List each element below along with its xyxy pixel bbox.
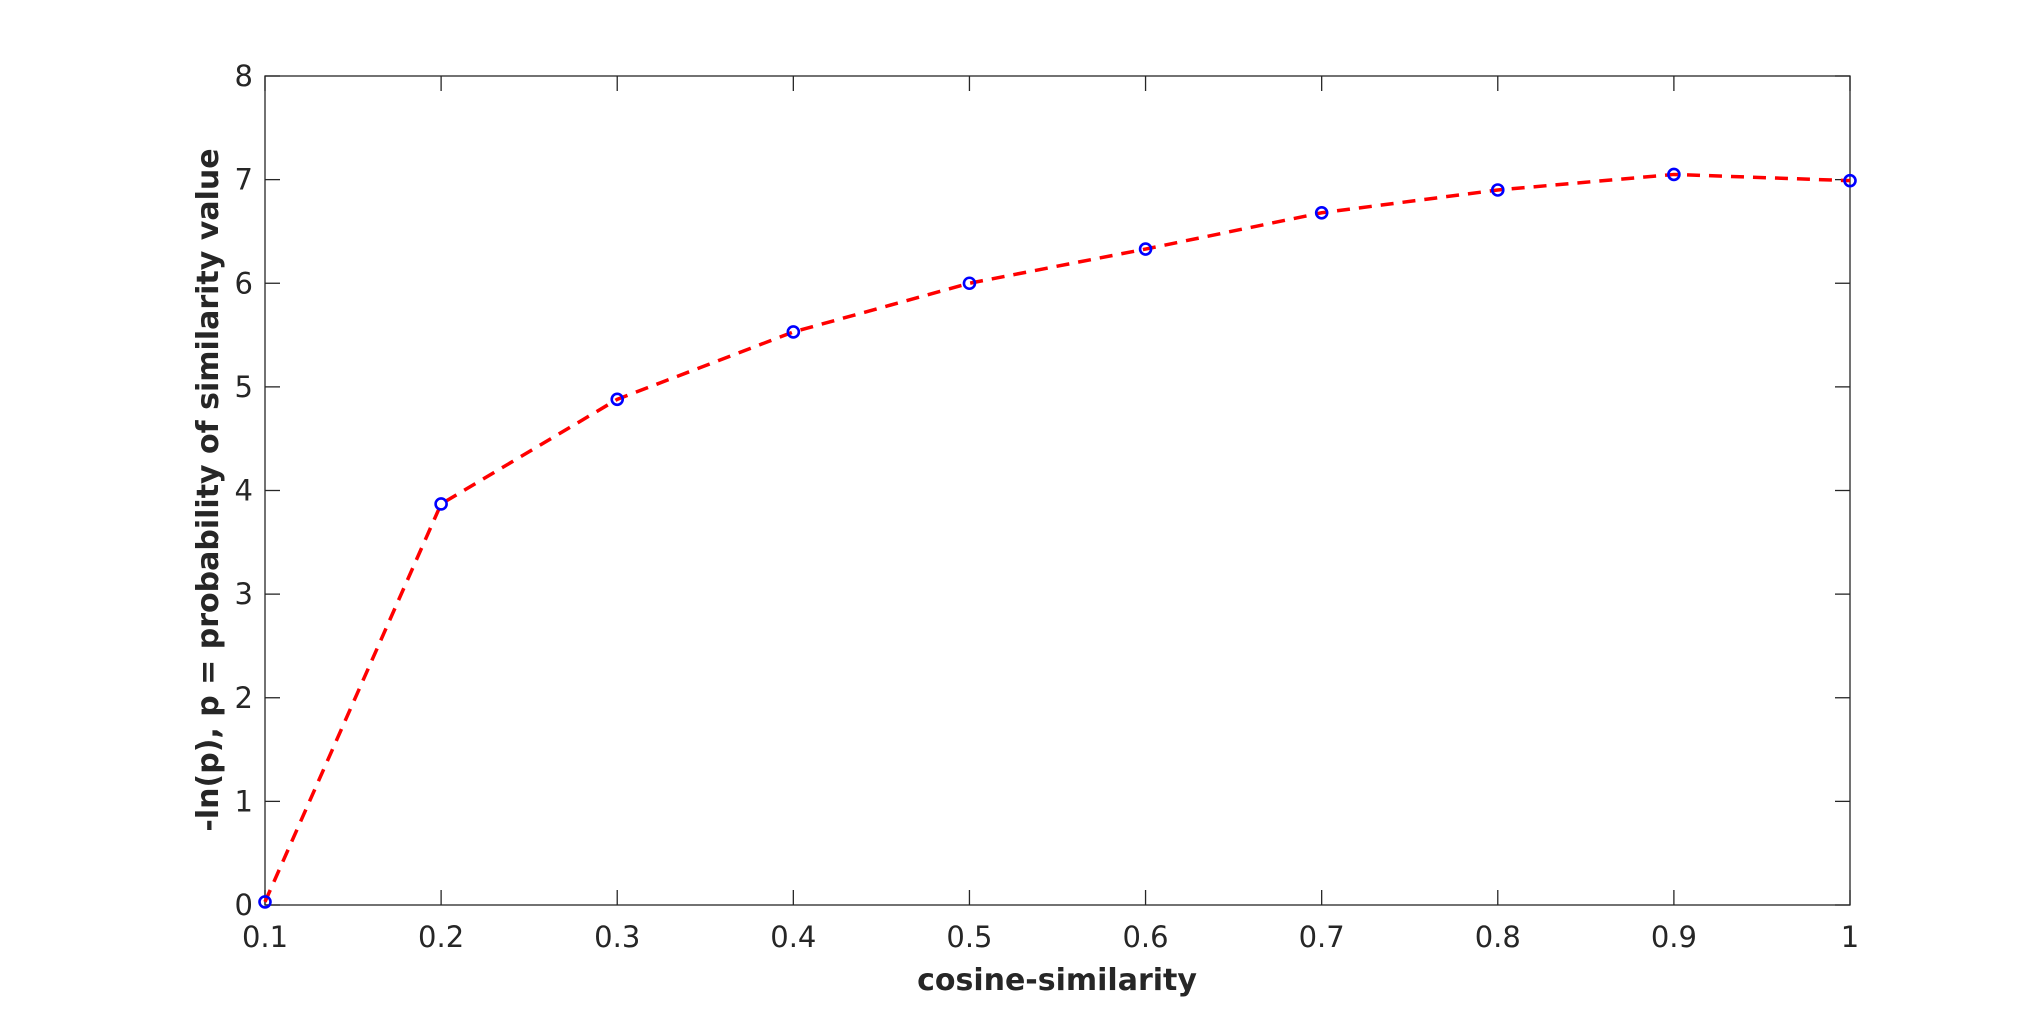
x-tick-label: 0.6 bbox=[1122, 920, 1168, 954]
data-point bbox=[786, 325, 801, 339]
data-point bbox=[962, 276, 977, 291]
series-layer bbox=[258, 167, 1857, 909]
y-tick-label: 8 bbox=[235, 59, 253, 93]
y-tick-labels: 0 1 2 3 4 5 6 7 8 bbox=[235, 59, 253, 922]
y-tick-label: 0 bbox=[235, 888, 253, 922]
data-point bbox=[258, 895, 272, 909]
data-point bbox=[1490, 183, 1505, 197]
y-tick-label: 5 bbox=[235, 370, 253, 404]
x-tick-label: 0.1 bbox=[242, 920, 288, 954]
x-tick-label: 1 bbox=[1841, 920, 1859, 954]
y-tick-label: 7 bbox=[235, 163, 253, 197]
data-point bbox=[1314, 205, 1329, 220]
x-tick-label: 0.9 bbox=[1651, 920, 1697, 954]
x-tick-label: 0.4 bbox=[770, 920, 816, 954]
x-axis-label: cosine-similarity bbox=[917, 963, 1197, 998]
data-point bbox=[1138, 242, 1153, 256]
y-tick-label: 3 bbox=[235, 577, 253, 611]
y-tick-label: 6 bbox=[235, 266, 253, 300]
data-point bbox=[434, 497, 448, 511]
data-point bbox=[1843, 173, 1857, 188]
x-tick-labels: 0.1 0.2 0.3 0.4 0.5 0.6 0.7 0.8 0.9 1 bbox=[242, 920, 1859, 954]
data-point bbox=[610, 392, 625, 407]
x-tick-label: 0.5 bbox=[946, 920, 992, 954]
plot-area bbox=[264, 75, 1851, 906]
x-tick-label: 0.7 bbox=[1299, 920, 1345, 954]
data-point bbox=[1667, 167, 1681, 182]
y-axis-label: -ln(p), p = probability of similarity va… bbox=[191, 148, 226, 831]
y-tick-label: 2 bbox=[235, 681, 253, 715]
x-tick-label: 0.8 bbox=[1475, 920, 1521, 954]
y-tick-label: 4 bbox=[235, 474, 253, 508]
x-tick-label: 0.2 bbox=[418, 920, 464, 954]
y-tick-label: 1 bbox=[235, 784, 253, 818]
series-line bbox=[263, 172, 1851, 903]
axis-ticks bbox=[264, 75, 1851, 906]
x-tick-label: 0.3 bbox=[594, 920, 640, 954]
